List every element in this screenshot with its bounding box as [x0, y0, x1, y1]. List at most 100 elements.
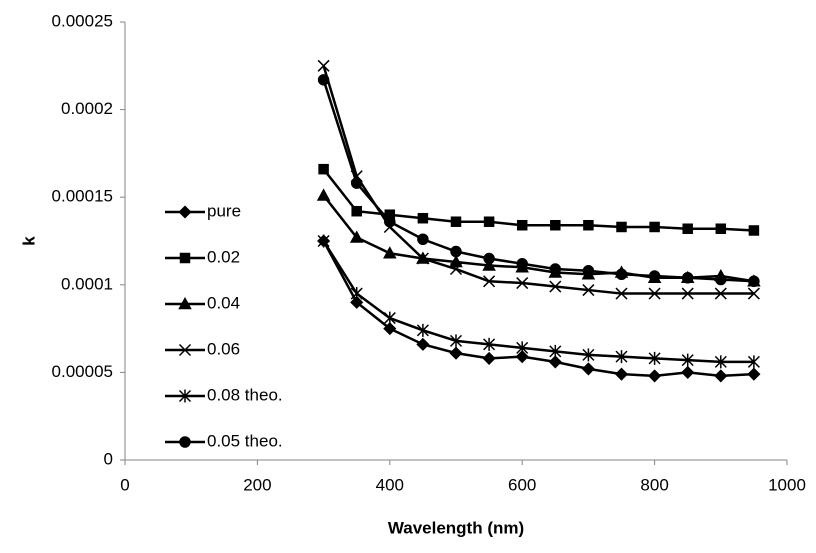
data-point: [449, 254, 463, 268]
data-point: [649, 221, 660, 233]
legend-label: 0.06: [207, 339, 240, 358]
data-point: [549, 263, 562, 275]
data-point: [747, 367, 761, 381]
legend-marker: [179, 252, 191, 264]
y-tick-label: 0.00015: [52, 187, 113, 206]
data-point: [583, 219, 594, 231]
data-point: [317, 59, 330, 72]
data-point: [714, 287, 727, 300]
legend-marker: [178, 389, 192, 403]
data-point: [383, 322, 397, 336]
data-point: [681, 272, 694, 284]
series-line: [322, 194, 755, 283]
data-point: [482, 351, 496, 365]
data-point: [615, 268, 628, 281]
data-point: [582, 265, 595, 277]
data-point: [714, 369, 728, 383]
data-point: [483, 337, 496, 351]
legend-marker: [178, 343, 192, 357]
data-point: [714, 355, 727, 369]
series-line: [322, 240, 754, 364]
y-tick-label: 0.00005: [52, 362, 113, 381]
data-point: [582, 284, 595, 297]
data-point: [615, 287, 628, 300]
data-point: [748, 275, 760, 288]
data-point: [516, 219, 528, 231]
data-point: [417, 212, 429, 224]
data-point: [616, 221, 627, 233]
legend-label: 0.02: [207, 247, 240, 266]
data-point: [516, 277, 529, 290]
data-point: [483, 275, 496, 288]
y-tick-label: 0.0001: [61, 274, 113, 293]
data-point: [648, 287, 661, 300]
data-point: [681, 353, 694, 367]
legend-marker: [178, 296, 192, 310]
data-point: [581, 362, 595, 376]
data-point: [317, 234, 330, 248]
data-point: [450, 245, 462, 258]
data-point: [582, 348, 595, 362]
data-point: [317, 74, 330, 86]
data-point: [516, 341, 529, 355]
data-point: [383, 246, 397, 259]
series-line: [322, 65, 754, 295]
x-tick-label: 400: [376, 475, 404, 494]
data-point: [351, 205, 362, 217]
data-point: [449, 263, 463, 276]
y-tick-label: 0.00025: [52, 11, 113, 30]
data-point: [715, 273, 727, 286]
data-point: [417, 233, 429, 245]
x-axis-title: Wavelength (nm): [388, 518, 524, 537]
data-point: [350, 287, 363, 301]
legend-label: 0.05 theo.: [207, 431, 283, 450]
data-point: [416, 323, 429, 337]
data-point: [614, 367, 629, 381]
data-point: [383, 311, 396, 325]
data-point: [515, 350, 529, 364]
series-line: [322, 168, 754, 232]
data-point: [449, 334, 463, 348]
data-point: [516, 258, 528, 270]
x-tick-label: 200: [243, 475, 271, 494]
legend-label: 0.08 theo.: [207, 385, 283, 404]
data-point: [715, 223, 727, 234]
data-point: [350, 295, 364, 309]
y-axis-title: k: [19, 236, 38, 246]
data-point: [349, 230, 364, 243]
data-point: [384, 215, 396, 228]
data-point: [483, 252, 495, 265]
y-tick-label: 0: [104, 449, 113, 468]
data-point: [548, 355, 562, 369]
y-tick-label: 0.0002: [61, 99, 113, 118]
data-point: [682, 223, 693, 234]
data-point: [747, 355, 760, 369]
data-point: [615, 350, 628, 364]
data-point: [550, 219, 561, 231]
series-line: [322, 240, 754, 378]
legend-label: 0.04: [207, 293, 240, 312]
x-tick-label: 600: [508, 475, 536, 494]
data-point: [416, 337, 430, 351]
x-tick-label: 0: [120, 475, 129, 494]
data-point: [549, 280, 562, 293]
data-point: [648, 270, 661, 282]
data-point: [747, 287, 760, 300]
data-point: [350, 177, 363, 189]
data-point: [483, 216, 495, 227]
data-point: [449, 346, 463, 360]
data-point: [482, 258, 496, 271]
data-point: [748, 225, 760, 236]
x-tick-label: 800: [640, 475, 668, 494]
data-point: [681, 365, 695, 379]
legend-label: pure: [207, 201, 241, 220]
x-tick-label: 1000: [768, 475, 806, 494]
data-point: [316, 188, 331, 201]
data-point: [681, 287, 694, 300]
data-point: [549, 344, 562, 358]
legend-marker: [178, 205, 192, 219]
data-point: [450, 216, 462, 227]
data-point: [318, 163, 329, 175]
data-point: [648, 351, 661, 365]
